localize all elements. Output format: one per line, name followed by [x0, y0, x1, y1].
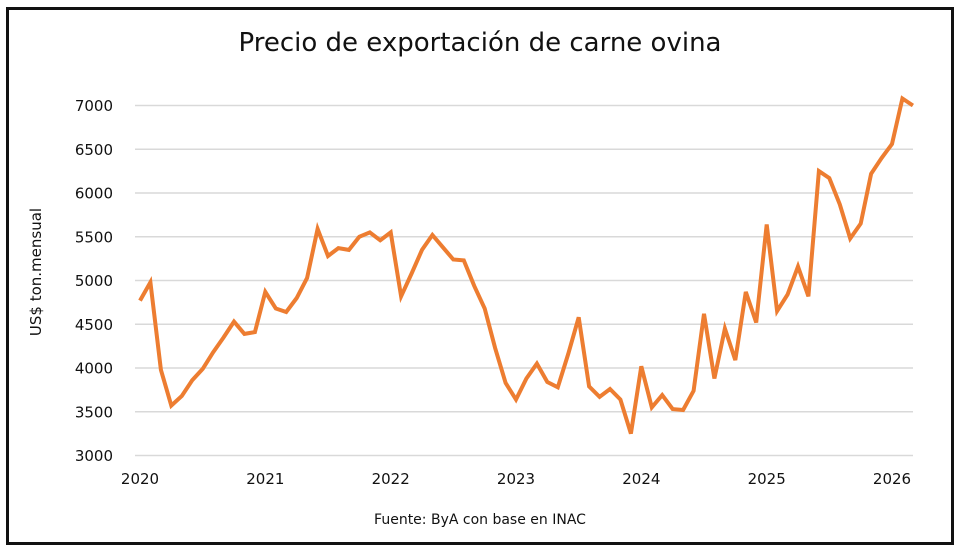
x-axis-ticks: 2020 2021 2022 2023 2024 2025 2026 [121, 470, 911, 488]
chart-source: Fuente: ByA con base en INAC [374, 512, 586, 528]
y-tick-label: 7000 [75, 97, 113, 115]
y-tick-label: 5000 [75, 272, 113, 290]
series-line [138, 95, 915, 435]
chart-title: Precio de exportación de carne ovina [238, 28, 722, 58]
gridlines [135, 104, 913, 457]
y-tick-label: 6500 [75, 141, 113, 159]
y-tick-label: 4500 [75, 316, 113, 334]
y-tick-label: 4000 [75, 360, 113, 378]
y-axis-ticks: 3000 3500 4000 4500 5000 5500 6000 6500 7000 [75, 97, 113, 465]
y-tick-label: 6000 [75, 185, 113, 203]
series-layer [138, 95, 915, 435]
x-tick-label: 2025 [748, 470, 786, 488]
y-tick-label: 3000 [75, 447, 113, 465]
x-tick-label: 2023 [497, 470, 535, 488]
x-tick-label: 2024 [622, 470, 660, 488]
y-tick-label: 5500 [75, 228, 113, 246]
x-tick-label: 2020 [121, 470, 159, 488]
x-tick-label: 2021 [246, 470, 284, 488]
x-tick-label: 2022 [372, 470, 410, 488]
x-tick-label: 2026 [873, 470, 911, 488]
y-tick-label: 3500 [75, 403, 113, 421]
